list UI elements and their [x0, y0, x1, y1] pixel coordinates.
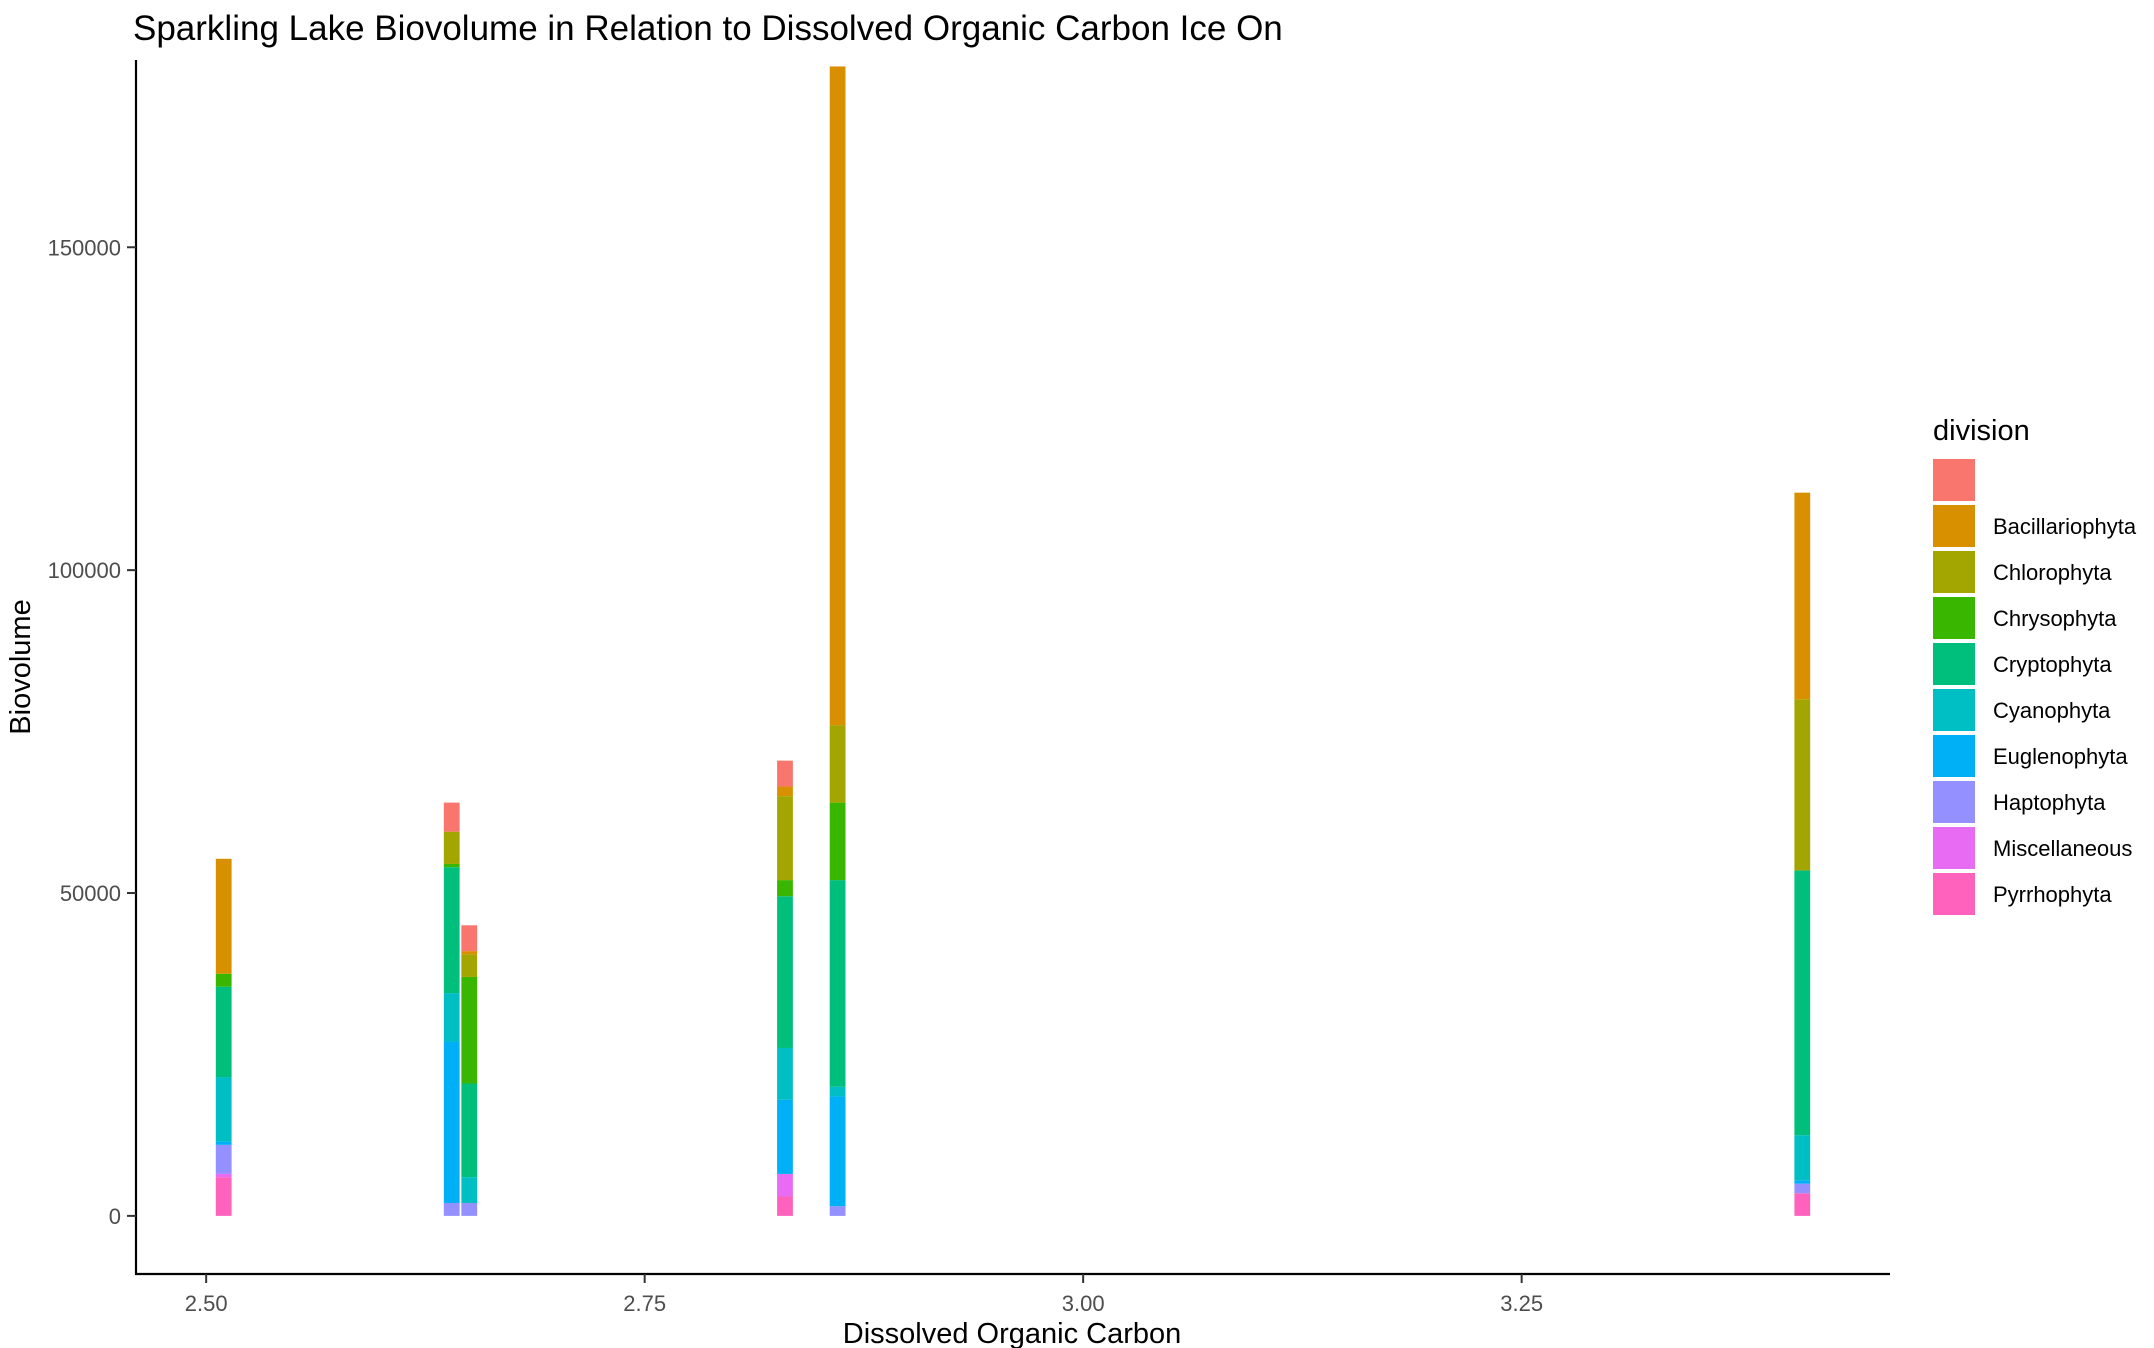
bar-segment-pyrrhophyta [777, 1196, 793, 1216]
legend-title: division [1933, 415, 2030, 447]
legend-key-pyrrhophyta [1933, 873, 1975, 915]
y-tick-label: 150000 [48, 235, 121, 260]
legend-key-euglenophyta [1933, 735, 1975, 777]
bar-segment-cryptophyta [1794, 870, 1811, 1136]
bar-segment-miscellaneous [215, 1173, 232, 1178]
bar-segment-cryptophyta [443, 867, 460, 994]
bar-segment-blank [777, 760, 793, 787]
bar-segment-euglenophyta [215, 1141, 232, 1145]
x-tick-label: 2.50 [185, 1291, 228, 1316]
bar-segment-haptophyta [829, 1206, 846, 1216]
bar-segment-chrysophyta [443, 863, 460, 868]
bar-segment-cyanophyta [1794, 1135, 1811, 1181]
bar-segment-chrysophyta [777, 880, 793, 897]
x-tick-label: 3.00 [1062, 1291, 1105, 1316]
bar-segment-cyanophyta [829, 1086, 846, 1097]
bar-segment-chlorophyta [829, 725, 846, 803]
bar-segment-chrysophyta [829, 802, 846, 881]
y-axis-title: Biovolume [5, 599, 37, 734]
bar-segment-euglenophyta [777, 1099, 793, 1174]
chart-title: Sparkling Lake Biovolume in Relation to … [133, 9, 1283, 48]
bar-segment-haptophyta [1794, 1183, 1811, 1194]
bar-segment-bacillariophyta [461, 951, 478, 955]
bar-segment-cryptophyta [461, 1083, 478, 1178]
legend-key-blank [1933, 459, 1975, 501]
bar-segment-euglenophyta [1794, 1180, 1811, 1184]
bar-segment-cyanophyta [443, 993, 460, 1042]
y-tick-label: 100000 [48, 558, 121, 583]
bar-segment-euglenophyta [829, 1096, 846, 1207]
bar-segment-chlorophyta [1794, 699, 1811, 871]
x-axis-title: Dissolved Organic Carbon [843, 1318, 1181, 1348]
bar-segment-cyanophyta [215, 1077, 232, 1142]
bar-segment-bacillariophyta [1794, 492, 1811, 700]
legend: division Bacillariophyta Chlorophyta Chrys… [1933, 415, 2137, 915]
legend-key-miscellaneous [1933, 827, 1975, 869]
x-axis-ticks: 2.50 2.75 3.00 3.25 [185, 1274, 1543, 1316]
legend-key-bacillariophyta [1933, 505, 1975, 547]
bar-segment-chrysophyta [215, 973, 232, 987]
y-axis-ticks: 0 50000 100000 150000 [48, 235, 136, 1229]
bar-segment-blank [461, 925, 478, 952]
bar-segment-haptophyta [461, 1202, 478, 1216]
legend-label-cryptophyta: Cryptophyta [1993, 652, 2112, 677]
y-tick-label: 50000 [60, 881, 121, 906]
legend-label-euglenophyta: Euglenophyta [1993, 744, 2128, 769]
legend-label-cyanophyta: Cyanophyta [1993, 698, 2111, 723]
bar-segment-haptophyta [215, 1144, 232, 1174]
legend-label-haptophyta: Haptophyta [1993, 790, 2106, 815]
bar-segment-euglenophyta [443, 1041, 460, 1203]
legend-label-chlorophyta: Chlorophyta [1993, 560, 2112, 585]
bar-segment-chrysophyta [461, 976, 478, 1084]
legend-key-chrysophyta [1933, 597, 1975, 639]
bar-segment-pyrrhophyta [1794, 1193, 1811, 1216]
bar-segment-chlorophyta [461, 954, 478, 977]
bar-segment-miscellaneous [777, 1173, 793, 1197]
bar-segment-blank [443, 802, 460, 832]
legend-label-miscellaneous: Miscellaneous [1993, 836, 2132, 861]
bars-layer [215, 66, 1811, 1216]
legend-key-haptophyta [1933, 781, 1975, 823]
legend-key-cryptophyta [1933, 643, 1975, 685]
x-tick-label: 3.25 [1500, 1291, 1543, 1316]
y-tick-label: 0 [109, 1204, 121, 1229]
bar-segment-bacillariophyta [215, 858, 232, 974]
bar-segment-chlorophyta [777, 796, 793, 881]
legend-label-bacillariophyta: Bacillariophyta [1993, 514, 2137, 539]
bar-segment-pyrrhophyta [215, 1177, 232, 1216]
bar-segment-haptophyta [443, 1202, 460, 1216]
legend-key-chlorophyta [1933, 551, 1975, 593]
bar-segment-bacillariophyta [829, 66, 846, 726]
legend-label-chrysophyta: Chrysophyta [1993, 606, 2117, 631]
bar-segment-chlorophyta [443, 831, 460, 864]
x-tick-label: 2.75 [623, 1291, 666, 1316]
bar-segment-cryptophyta [215, 986, 232, 1078]
bar-segment-cryptophyta [777, 896, 793, 1048]
bar-segment-cryptophyta [829, 880, 846, 1087]
legend-label-pyrrhophyta: Pyrrhophyta [1993, 882, 2112, 907]
bar-segment-cyanophyta [777, 1047, 793, 1100]
bar-segment-bacillariophyta [777, 786, 793, 797]
bar-segment-cyanophyta [461, 1177, 478, 1203]
legend-key-cyanophyta [1933, 689, 1975, 731]
